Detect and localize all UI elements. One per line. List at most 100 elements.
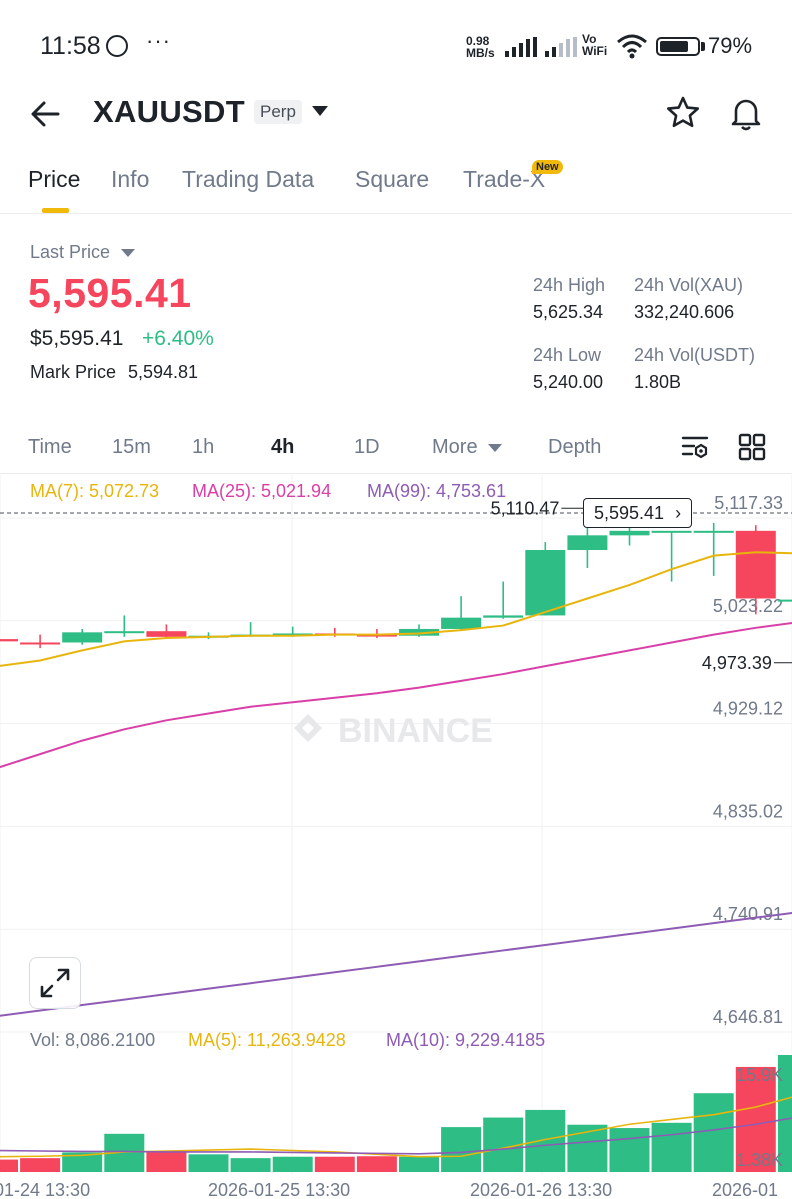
price-change-percent: +6.40% xyxy=(142,327,214,350)
interval-depth[interactable]: Depth xyxy=(548,436,602,458)
volume-bar-4 xyxy=(146,1150,187,1172)
ma7-line xyxy=(0,551,792,667)
low-24h-label: 24h Low xyxy=(533,345,602,365)
current-price-label: 5,595.41 xyxy=(594,503,665,523)
tab-trade-x[interactable]: Trade-X xyxy=(463,166,546,192)
volume-bar-10 xyxy=(399,1156,439,1172)
volume-bar-7 xyxy=(272,1156,313,1172)
more-dropdown-icon[interactable] xyxy=(488,444,502,452)
volume-bar-2 xyxy=(62,1152,103,1172)
vowifi-label: Vo WiFi xyxy=(582,33,607,57)
time-tick-3: 2026-01 xyxy=(712,1180,778,1199)
tab-info[interactable]: Info xyxy=(111,166,150,192)
chevron-right-icon: › xyxy=(675,503,682,523)
usd-price: $5,595.41 xyxy=(30,327,124,350)
ma99-line xyxy=(0,911,792,1017)
volume-bar-19 xyxy=(777,1055,792,1172)
last-price: 5,595.41 xyxy=(28,270,192,316)
network-speed-value: 0.98 xyxy=(466,34,490,48)
interval-1d[interactable]: 1D xyxy=(354,436,380,458)
price-tick-3: 4,835.02 xyxy=(713,801,783,821)
price-tick-4: 4,740.91 xyxy=(713,904,783,924)
battery-icon xyxy=(656,37,700,56)
wifi-icon xyxy=(617,34,647,59)
symbol-dropdown-icon[interactable] xyxy=(312,106,328,116)
candle-body-19 xyxy=(777,599,792,602)
volume-bar-13 xyxy=(525,1109,566,1172)
network-speed: 0.98 MB/s xyxy=(466,35,495,59)
interval-4h[interactable]: 4h xyxy=(271,436,295,458)
back-arrow-icon[interactable] xyxy=(28,96,64,132)
price-tick-2: 4,929.12 xyxy=(713,699,783,719)
main-tabs: Price Info Trading Data Square Trade-X xyxy=(0,160,792,214)
vol-ma5-legend: MA(5): 11,263.9428 xyxy=(188,1030,346,1050)
volume-bar-18 xyxy=(735,1066,776,1172)
vol-usdt-label: 24h Vol(USDT) xyxy=(634,345,756,365)
interval-time[interactable]: Time xyxy=(28,436,72,458)
interval-more[interactable]: More xyxy=(432,436,478,458)
volume-tick-1: 1.38K xyxy=(736,1150,783,1170)
status-time: 11:58 xyxy=(40,32,101,60)
low-annotation: 4,973.39 xyxy=(702,653,772,673)
vol-ma10-legend: MA(10): 9,229.4185 xyxy=(386,1030,546,1050)
favorite-star-icon[interactable] xyxy=(664,94,702,132)
fullscreen-button[interactable] xyxy=(29,957,81,1009)
candle-body-0 xyxy=(0,639,18,642)
price-tick-0: 5,117.33 xyxy=(714,493,783,513)
volume-bar-1 xyxy=(20,1158,61,1172)
whatsapp-icon xyxy=(106,35,128,57)
volume-bar-9 xyxy=(356,1156,397,1172)
time-tick-0: -01-24 13:30 xyxy=(0,1180,90,1199)
candlestick-chart[interactable]: BINANCE 5,117.33 5,023.22 4,929.12 4,835.02 4… xyxy=(0,474,792,1199)
tab-price[interactable]: Price xyxy=(28,166,81,192)
notification-bell-icon[interactable] xyxy=(727,94,765,132)
candle-body-17 xyxy=(693,530,734,533)
vol-xau-value: 332,240.606 xyxy=(634,302,735,322)
perp-badge: Perp xyxy=(254,100,302,124)
candle-body-7 xyxy=(272,633,313,636)
network-speed-unit: MB/s xyxy=(466,46,495,60)
high-24h-value: 5,625.34 xyxy=(533,302,604,322)
volume-bar-8 xyxy=(314,1156,355,1172)
candle-body-11 xyxy=(441,617,482,629)
grid-layout-icon[interactable] xyxy=(737,432,767,462)
battery-percent: 79% xyxy=(708,33,753,58)
candle-body-18 xyxy=(735,530,776,599)
mark-price-label: Mark Price xyxy=(30,362,117,382)
candle-body-12 xyxy=(483,615,524,618)
app-header: XAUUSDT Perp xyxy=(0,92,792,148)
candle-body-16 xyxy=(651,530,692,533)
volume-bar-16 xyxy=(651,1122,692,1172)
signal-2-icon xyxy=(545,37,577,57)
candle-body-3 xyxy=(104,631,145,634)
candle-body-13 xyxy=(525,549,566,616)
interval-bar: Time 15m 1h 4h 1D More Depth xyxy=(0,420,792,474)
volume-bar-17 xyxy=(693,1093,734,1172)
battery-level xyxy=(660,41,689,52)
candle-body-10 xyxy=(399,628,439,636)
active-tab-indicator xyxy=(42,208,69,213)
last-price-dropdown-icon[interactable] xyxy=(121,249,135,257)
candle-body-1 xyxy=(20,642,61,645)
symbol-title[interactable]: XAUUSDT xyxy=(93,94,245,129)
tab-trading-data[interactable]: Trading Data xyxy=(182,166,315,192)
ma7-legend: MA(7): 5,072.73 xyxy=(30,481,160,501)
last-price-label[interactable]: Last Price xyxy=(30,242,111,262)
interval-15m[interactable]: 15m xyxy=(112,436,151,458)
price-tick-5: 4,646.81 xyxy=(713,1007,783,1027)
vol-usdt-value: 1.80B xyxy=(634,372,682,392)
vowifi-line2: WiFi xyxy=(582,44,608,58)
vol-ma10-line xyxy=(0,1117,792,1155)
volume-tick-0: 15.9K xyxy=(736,1065,783,1085)
ma25-legend: MA(25): 5,021.94 xyxy=(192,481,332,501)
volume-bar-15 xyxy=(609,1128,650,1172)
current-price-marker[interactable]: 5,595.41 › xyxy=(583,498,693,528)
status-bar: 11:58 ··· 0.98 MB/s Vo WiFi 79% xyxy=(0,0,792,92)
tab-square[interactable]: Square xyxy=(355,166,430,192)
candle-body-15 xyxy=(609,530,650,536)
chart-settings-icon[interactable] xyxy=(680,432,710,462)
expand-icon xyxy=(40,968,70,998)
candle-body-4 xyxy=(146,631,187,637)
battery-tip xyxy=(701,42,705,51)
interval-1h[interactable]: 1h xyxy=(192,436,215,458)
